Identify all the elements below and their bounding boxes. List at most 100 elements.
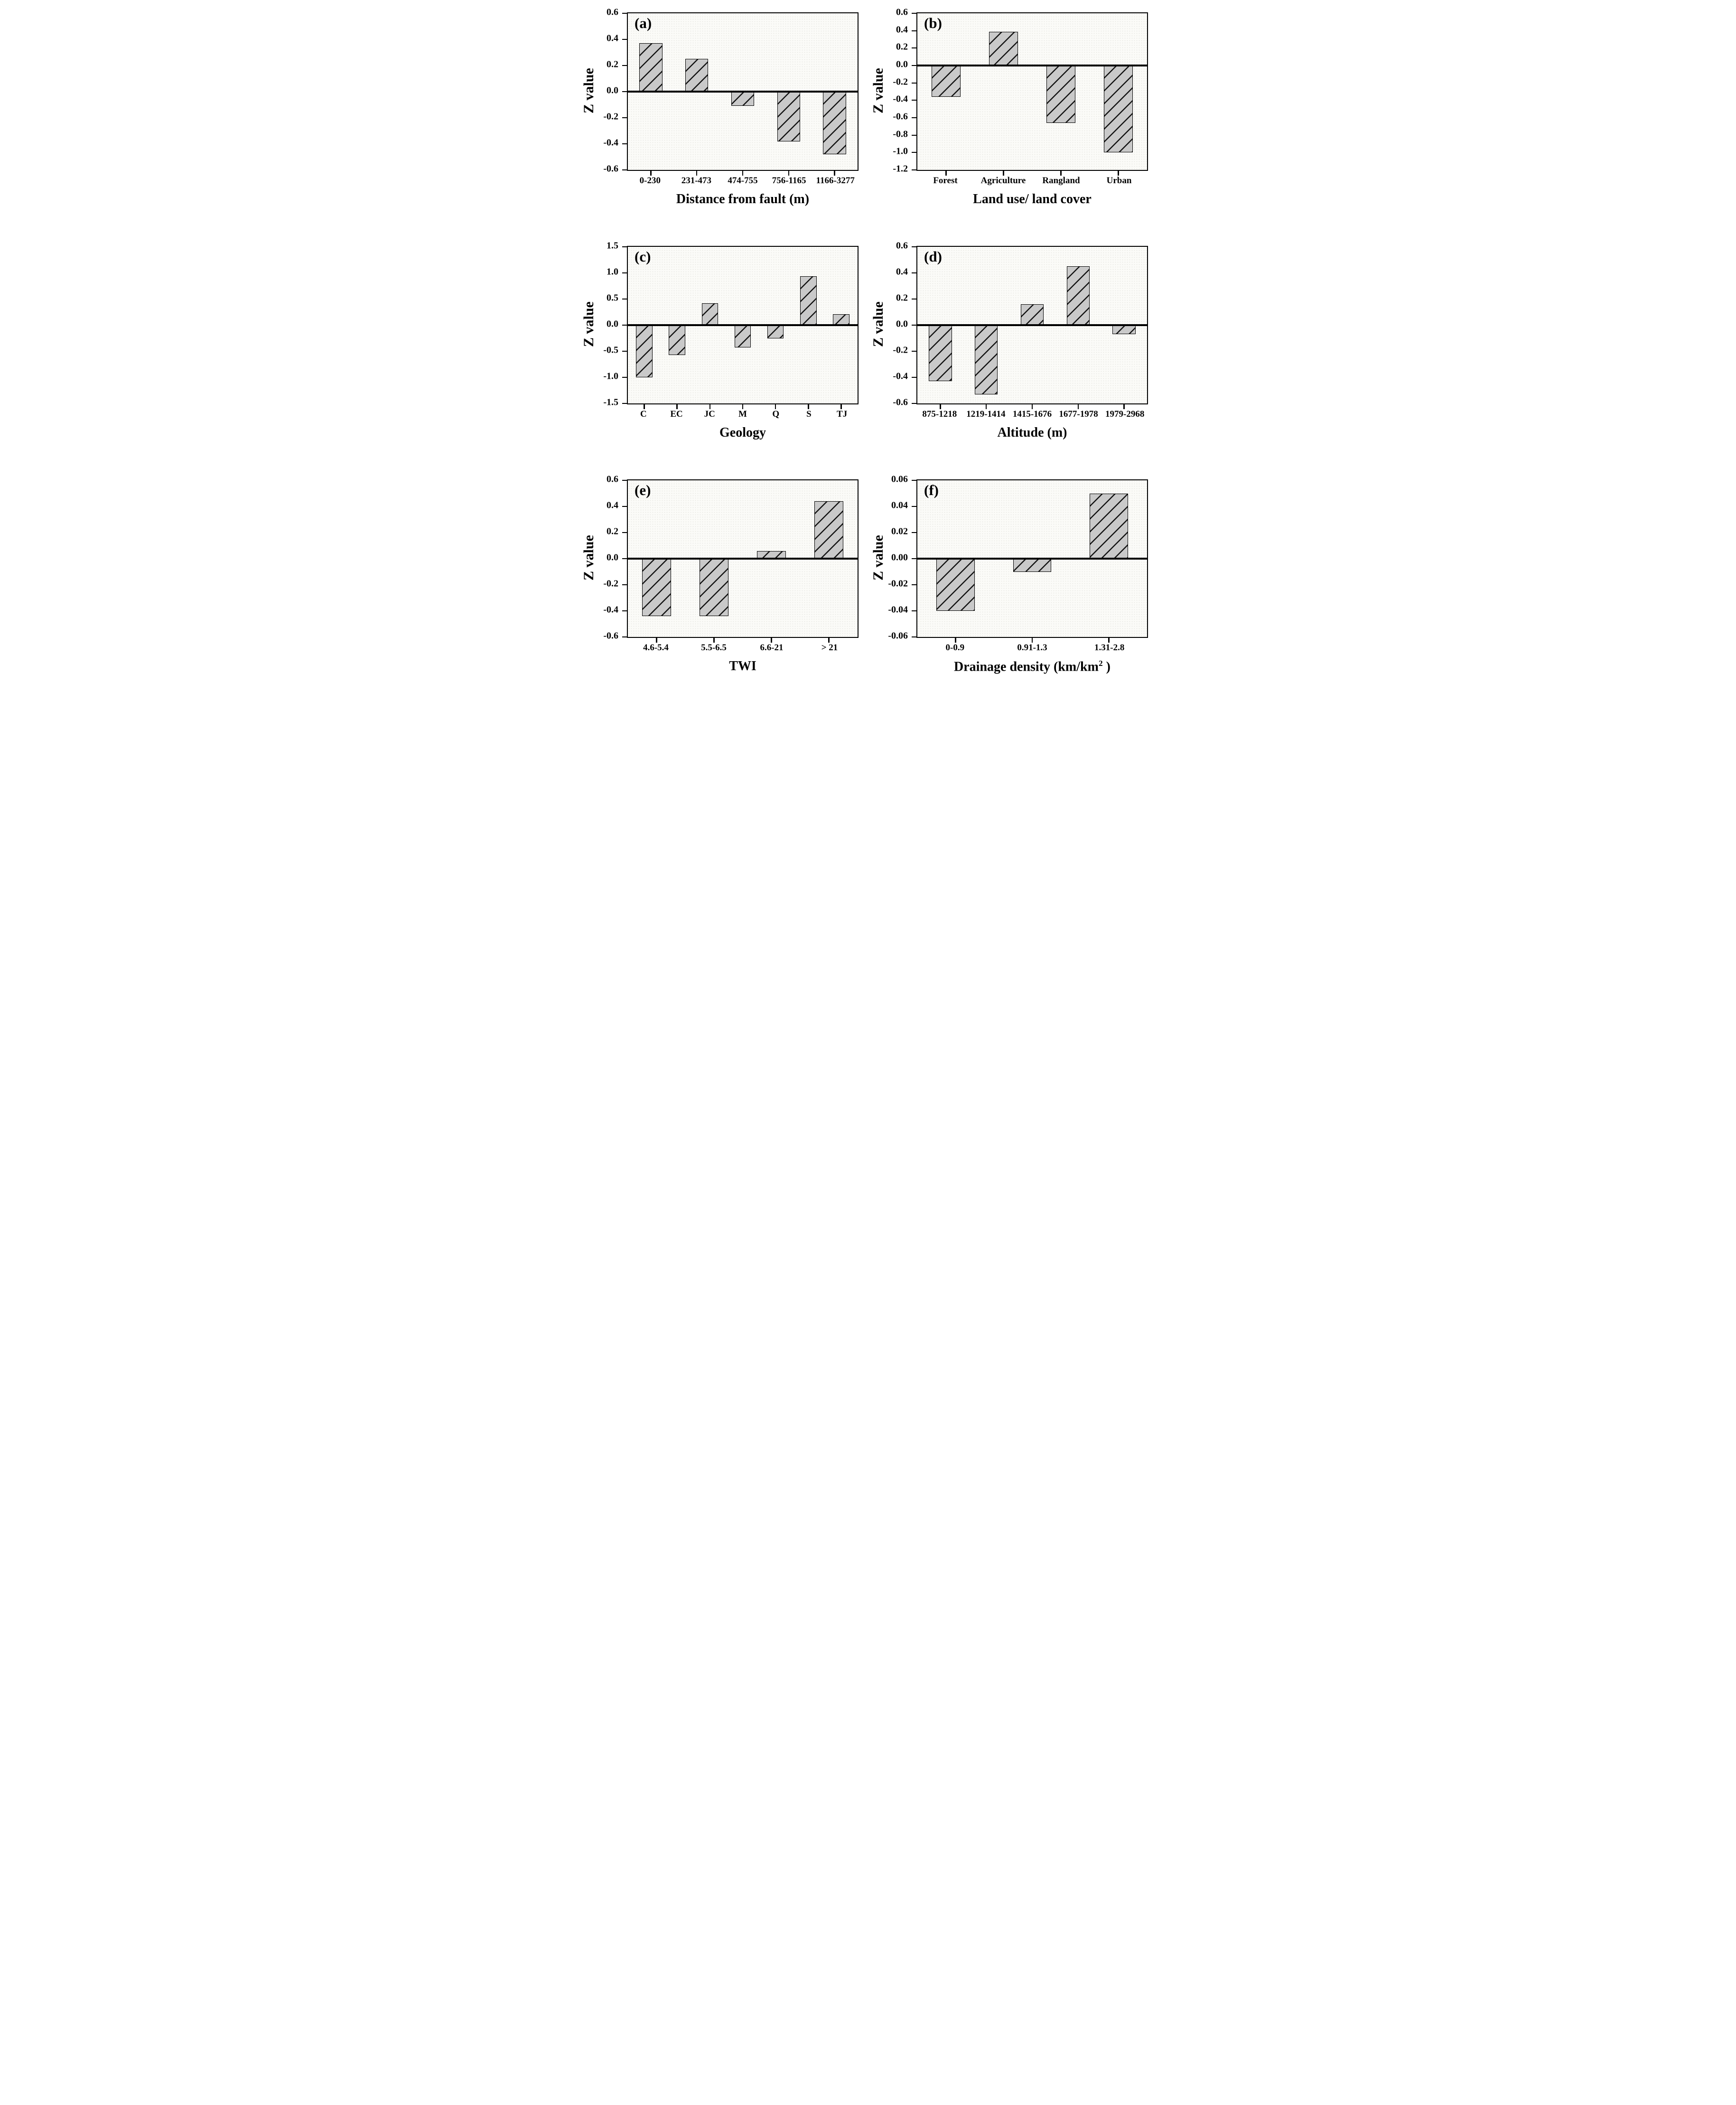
- x-tick-label: M: [738, 409, 747, 419]
- x-tick-mark: [1060, 171, 1062, 176]
- y-tick-mark: [912, 351, 916, 352]
- y-tick-label: 0.0: [896, 318, 908, 329]
- y-tick-label: -0.4: [893, 94, 908, 104]
- y-tick-label: 0.2: [607, 526, 618, 537]
- x-tick-mark: [742, 171, 744, 176]
- x-axis-tick-labels: 0-0.9 0.91-1.3 1.31-2.8: [916, 643, 1148, 655]
- x-tick-label: Q: [772, 409, 780, 419]
- y-axis-title: Z value: [581, 68, 597, 113]
- x-axis-title: Land use/ land cover: [973, 192, 1092, 206]
- bar: [1104, 65, 1133, 153]
- y-tick-label: 0.2: [607, 59, 618, 70]
- bar: [833, 314, 849, 325]
- x-tick-label: JC: [704, 409, 715, 419]
- panel-label: (e): [635, 482, 651, 498]
- bar: [975, 325, 998, 394]
- x-tick-mark: [1031, 404, 1033, 409]
- y-tick-label: 0.06: [891, 474, 908, 485]
- x-tick-mark: [1123, 404, 1125, 409]
- x-axis-title: Distance from fault (m): [676, 192, 810, 206]
- y-tick-mark: [622, 351, 627, 352]
- y-axis-tick-labels: 0.6 0.4 0.2 0.0 -0.2 -0.4 -0.6: [597, 7, 625, 174]
- y-tick-mark: [622, 636, 627, 637]
- y-tick-label: -0.06: [888, 630, 908, 641]
- y-tick-label: -0.6: [603, 630, 618, 641]
- x-tick-mark: [1108, 638, 1110, 643]
- bar: [1046, 65, 1075, 123]
- x-tick-label: 474-755: [728, 176, 758, 186]
- y-tick-mark: [912, 82, 916, 84]
- y-tick-mark: [912, 272, 916, 273]
- panel-label: (f): [924, 482, 939, 498]
- x-axis-tick-labels: C EC JC M Q S TJ: [627, 409, 859, 421]
- y-tick-mark: [912, 65, 916, 66]
- x-axis-tick-labels: 0-230 231-473 474-755 756-1165 1166-3277: [627, 176, 859, 188]
- bar: [700, 559, 728, 616]
- y-tick-mark: [622, 39, 627, 40]
- plot-area: (e): [622, 479, 859, 643]
- bar: [731, 92, 755, 106]
- y-tick-mark: [912, 506, 916, 507]
- x-tick-label: Rangland: [1042, 176, 1080, 186]
- y-tick-mark: [622, 377, 627, 378]
- x-tick-label: 1415-1676: [1012, 409, 1052, 419]
- x-tick-mark: [1031, 638, 1033, 643]
- y-tick-label: -0.4: [603, 604, 618, 615]
- y-axis-title: Z value: [870, 535, 886, 580]
- y-tick-label: 0.02: [891, 526, 908, 537]
- x-tick-label: 875-1218: [922, 409, 957, 419]
- y-tick-label: -1.2: [893, 163, 908, 174]
- y-tick-mark: [622, 117, 627, 118]
- chart-panel-d: Z value 0.6 0.4 0.2 0.0 -0.2 -0.4 -0.6 (d) 875…: [868, 234, 1157, 467]
- zero-axis-line: [627, 558, 859, 560]
- x-tick-mark: [676, 404, 678, 409]
- x-tick-label: 1219-1414: [966, 409, 1006, 419]
- x-tick-label: 6.6-21: [760, 643, 784, 653]
- y-tick-label: -0.6: [893, 397, 908, 408]
- y-tick-mark: [912, 169, 916, 170]
- bar: [814, 501, 843, 559]
- y-tick-label: -0.8: [893, 129, 908, 140]
- y-tick-label: 0.0: [607, 552, 618, 563]
- y-tick-label: -0.6: [603, 163, 618, 174]
- y-tick-label: -1.0: [603, 371, 618, 382]
- bar: [936, 559, 975, 611]
- y-tick-label: 0.5: [607, 292, 618, 303]
- x-tick-label: 5.5-6.5: [701, 643, 727, 653]
- y-tick-mark: [912, 403, 916, 404]
- y-tick-mark: [912, 47, 916, 49]
- chart-panel-c: Z value 1.5 1.0 0.5 0.0 -0.5 -1.0 -1.5 (c) C EC…: [579, 234, 868, 467]
- plot-area: (f): [912, 479, 1148, 643]
- y-tick-label: 0.6: [607, 474, 618, 485]
- y-tick-label: 0.0: [896, 59, 908, 70]
- bar: [929, 325, 952, 382]
- y-tick-label: -0.2: [893, 76, 908, 87]
- zero-axis-line: [627, 91, 859, 93]
- bar: [777, 92, 800, 141]
- x-tick-label: 0-230: [639, 176, 661, 186]
- y-tick-label: 1.0: [607, 266, 618, 277]
- y-tick-label: 1.5: [607, 240, 618, 251]
- bar: [1013, 559, 1052, 572]
- y-tick-label: 0.0: [607, 318, 618, 329]
- y-tick-label: -1.0: [893, 146, 908, 157]
- x-axis-title: Drainage density (km/km2 ): [954, 659, 1111, 674]
- x-tick-mark: [834, 171, 835, 176]
- y-tick-label: 0.4: [896, 266, 908, 277]
- y-axis-tick-labels: 0.6 0.4 0.2 0.0 -0.2 -0.4 -0.6: [886, 241, 915, 408]
- x-axis-title: Geology: [719, 425, 766, 440]
- y-tick-mark: [622, 272, 627, 273]
- figure: Z value 0.6 0.4 0.2 0.0 -0.2 -0.4 -0.6 (a) 0-2…: [579, 0, 1157, 701]
- x-tick-mark: [650, 171, 652, 176]
- x-tick-label: 4.6-5.4: [643, 643, 669, 653]
- panel-label: (b): [924, 15, 942, 31]
- y-tick-mark: [912, 610, 916, 611]
- y-tick-mark: [912, 325, 916, 326]
- y-tick-mark: [622, 91, 627, 92]
- x-tick-mark: [775, 404, 776, 409]
- x-tick-label: 756-1165: [772, 176, 806, 186]
- y-tick-mark: [912, 246, 916, 247]
- x-tick-mark: [656, 638, 657, 643]
- bar: [1090, 493, 1128, 559]
- chart-panel-f: Z value 0.06 0.04 0.02 0.00 -0.02 -0.04 -0.06 …: [868, 467, 1157, 701]
